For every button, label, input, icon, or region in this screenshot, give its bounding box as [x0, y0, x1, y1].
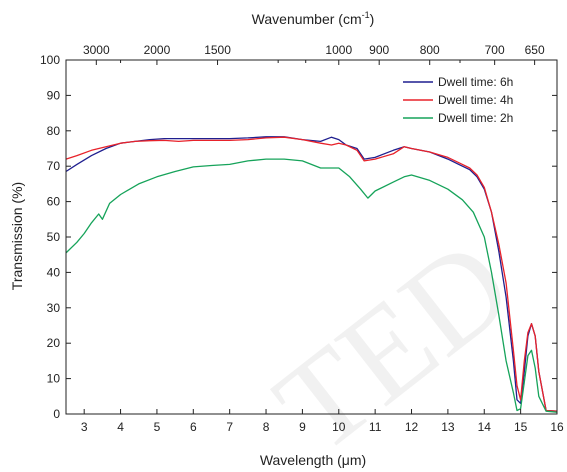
- x-tick-label: 10: [332, 420, 346, 434]
- y-tick-label: 90: [47, 88, 61, 102]
- axes-layer: 0 10 20 30 40 50 60 70 80 90 100 3 4 5 6 7 8 9 10 11 12 13 14 1…: [40, 43, 564, 434]
- x-tick-label: 11: [369, 420, 382, 434]
- legend: Dwell time: 6h Dwell time: 4h Dwell time: …: [403, 75, 513, 125]
- x-tick-label: 12: [405, 420, 419, 434]
- y-tick-label: 30: [47, 301, 61, 315]
- x-tick-label: 9: [299, 420, 306, 434]
- y-tick-label: 0: [53, 407, 60, 421]
- y-tick-label: 70: [47, 159, 61, 173]
- x-tick-label: 4: [117, 420, 124, 434]
- top-tick-label: 800: [420, 43, 440, 57]
- watermark: TED: [250, 212, 538, 472]
- x-tick-label: 7: [226, 420, 233, 434]
- top-tick-label: 2000: [144, 43, 171, 57]
- y-tick-label: 20: [47, 336, 61, 350]
- svg-text:Wavenumber (cm-1): Wavenumber (cm-1): [252, 10, 375, 27]
- x-tick-label: 3: [81, 420, 88, 434]
- top-tick-label: 3000: [83, 43, 110, 57]
- series-line-3: [65, 158, 558, 413]
- top-tick-label: 700: [485, 43, 505, 57]
- top-tick-label: 650: [525, 43, 545, 57]
- y-tick-label: 60: [47, 195, 61, 209]
- top-tick-label: 1000: [325, 43, 352, 57]
- y-axis-title: Transmission (%): [9, 182, 25, 290]
- top-tick-label: 1500: [204, 43, 231, 57]
- series-layer: [65, 136, 558, 413]
- x-tick-label: 14: [478, 420, 492, 434]
- top-tick-label: 900: [369, 43, 389, 57]
- top-axis-title: Wavenumber (cm-1): [252, 10, 375, 27]
- legend-label-3: Dwell time: 2h: [438, 111, 513, 125]
- x-tick-label: 6: [190, 420, 197, 434]
- x-axis-title: Wavelength (μm): [260, 452, 366, 468]
- y-tick-label: 80: [47, 124, 61, 138]
- x-tick-label: 5: [154, 420, 161, 434]
- x-tick-label: 16: [550, 420, 564, 434]
- x-tick-label: 8: [263, 420, 270, 434]
- y-tick-label: 50: [47, 230, 61, 244]
- y-tick-label: 40: [47, 265, 61, 279]
- x-tick-label: 15: [514, 420, 528, 434]
- x-tick-label: 13: [441, 420, 455, 434]
- y-tick-label: 10: [47, 372, 61, 386]
- y-tick-label: 100: [40, 53, 60, 67]
- series-line-1: [65, 136, 558, 412]
- legend-label-2: Dwell time: 4h: [438, 93, 513, 107]
- series-line-2: [65, 136, 558, 412]
- legend-label-1: Dwell time: 6h: [438, 75, 513, 89]
